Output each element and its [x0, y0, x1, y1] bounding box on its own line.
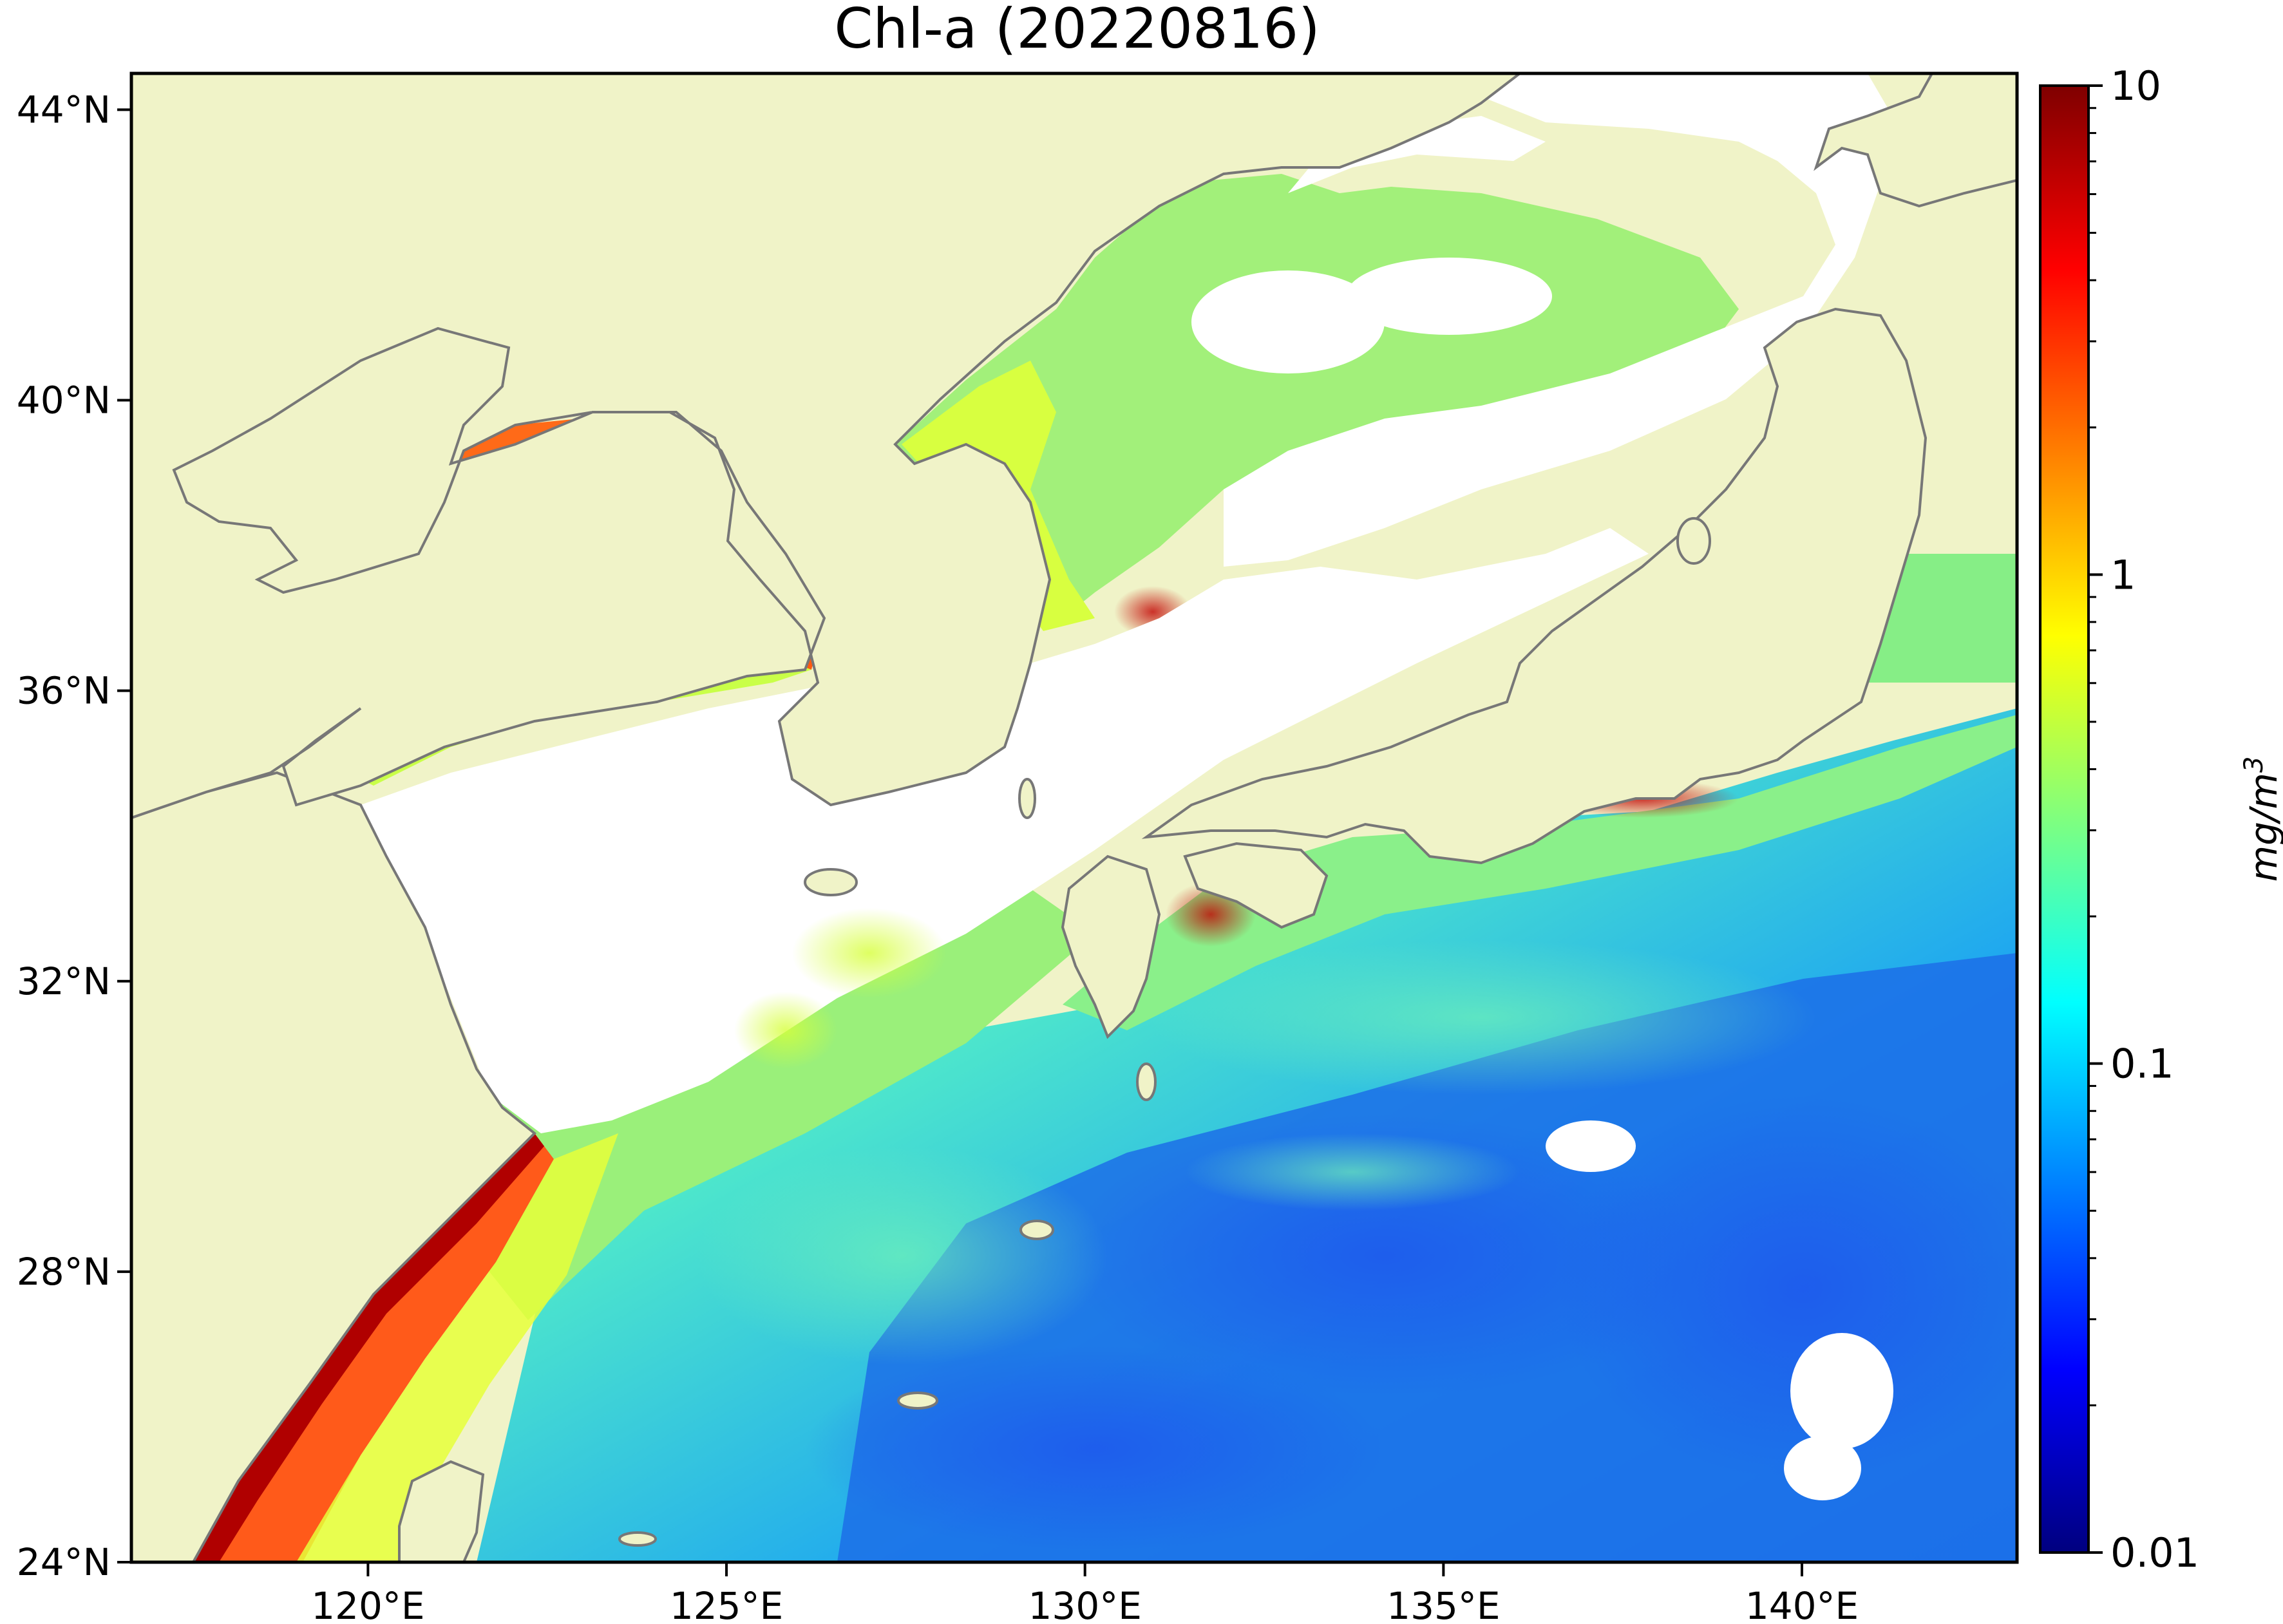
no-data-cloud-north [1288, 116, 1546, 193]
colorbar-tick-label: 10 [2110, 62, 2161, 109]
ocean-east-china-sea [451, 889, 1095, 1320]
colorbar-tick-label: 0.01 [2110, 1529, 2199, 1576]
land-island [618, 1531, 657, 1547]
land-north-china [131, 73, 1522, 820]
cyan-filament [1146, 940, 1816, 1095]
land-kyushu [1061, 854, 1161, 1039]
land-tsushima [1018, 778, 1036, 819]
land-sado [1676, 517, 1711, 565]
no-data-cloud [1790, 1333, 1893, 1449]
colorbar-frame [2039, 84, 2090, 1554]
map-frame [129, 71, 2019, 1564]
chart-title: Chl-a (20220816) [834, 0, 1320, 61]
no-data-cloud [1784, 1436, 1861, 1500]
y-tick-label: 32°N [17, 959, 111, 1003]
chl-patch [734, 992, 837, 1069]
ocean-japan-pacific-coast [1063, 715, 2017, 1030]
coastlines [131, 73, 2017, 1562]
x-tick-label: 130°E [1028, 1584, 1142, 1624]
colorbar-tick-label: 1 [2110, 551, 2136, 598]
ocean-china-coastal-yellow [296, 1133, 618, 1562]
cyan-filament [696, 1146, 1108, 1365]
y-tick-label: 36°N [17, 669, 111, 713]
x-axis: 120°E 125°E 130°E 135°E 140°E [311, 1562, 1859, 1624]
cyan-filament [1185, 1133, 1520, 1211]
colorbar-units: mg/m3 [2239, 757, 2283, 882]
land-taiwan [398, 1460, 485, 1562]
colorbar-tick-label: 0.1 [2110, 1041, 2174, 1088]
blue-eddy [805, 1346, 1385, 1552]
no-data-cloud-east-china-sea [361, 528, 1649, 1133]
no-data-cloud [1346, 258, 1552, 335]
colorbar [2040, 86, 2089, 1553]
no-data-cloud [1546, 1120, 1636, 1172]
land-island [897, 1392, 938, 1410]
y-axis: 24°N 28°N 32°N 36°N 40°N 44°N [17, 88, 131, 1584]
land-hokkaido [1814, 73, 2017, 208]
x-tick-label: 125°E [670, 1584, 783, 1624]
y-tick-label: 40°N [17, 379, 111, 422]
x-tick-label: 135°E [1387, 1584, 1500, 1624]
land-jeju [804, 868, 858, 896]
colorbar-minor-ticks [2089, 107, 2096, 1406]
land-shikoku [1183, 842, 1329, 929]
land-honshu [1141, 307, 1928, 865]
no-data-cloud [1191, 270, 1385, 373]
coastal-dark-red [193, 1133, 544, 1562]
blue-eddy [1558, 1095, 2017, 1481]
map-plot-area [131, 73, 2017, 1562]
x-tick-label: 140°E [1745, 1584, 1859, 1624]
y-tick-label: 24°N [17, 1540, 111, 1584]
no-data-cloud-sea-of-japan [1224, 73, 1900, 567]
chl-patch [792, 908, 947, 998]
y-tick-label: 28°N [17, 1250, 111, 1294]
x-tick-label: 120°E [311, 1584, 424, 1624]
land-island [1019, 1220, 1054, 1240]
land-island [1136, 1062, 1157, 1101]
colorbar-ticks: 10 1 0.1 0.01 [2089, 62, 2199, 1576]
y-tick-label: 44°N [17, 88, 111, 131]
